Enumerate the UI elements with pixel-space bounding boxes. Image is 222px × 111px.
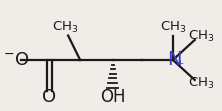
Text: $^{+}$: $^{+}$ (176, 59, 185, 73)
Text: CH$_3$: CH$_3$ (188, 29, 214, 44)
Text: CH$_3$: CH$_3$ (188, 76, 214, 91)
Text: $^{-}$O: $^{-}$O (2, 51, 29, 69)
Text: CH$_3$: CH$_3$ (52, 20, 79, 35)
Text: N: N (167, 50, 181, 69)
Text: O: O (42, 88, 57, 106)
Text: OH: OH (100, 88, 126, 106)
Text: CH$_3$: CH$_3$ (160, 20, 186, 35)
